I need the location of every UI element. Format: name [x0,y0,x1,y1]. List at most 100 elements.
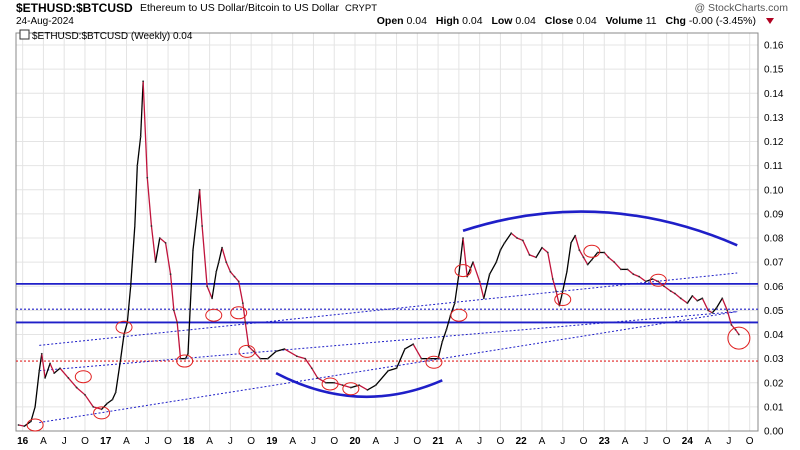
price-segment [735,329,740,335]
price-point [674,292,676,295]
price-point [707,309,710,312]
price-segment [304,358,313,369]
volume-label: Volume [605,15,643,27]
price-segment [541,247,549,254]
price-segment [483,274,491,299]
price-segment [159,237,166,244]
price-point [565,270,568,273]
price-point [478,280,481,283]
price-point [217,261,220,264]
x-tick-label: 19 [266,436,278,447]
price-point [457,273,460,276]
price-point [129,285,132,288]
highlight-circle [342,382,360,396]
highlight-circle [583,244,601,258]
highlight-circle [26,418,44,432]
price-segment [211,271,217,299]
price-point [244,321,247,324]
price-point [136,164,139,167]
arc-pattern [275,371,443,399]
ohlc-summary: Open 0.04 High 0.04 Low 0.04 Close 0.04 … [377,15,762,27]
price-segment [535,247,543,258]
price-point [711,311,714,314]
price-point [701,297,704,300]
open-value: 0.04 [406,15,427,27]
price-segment [238,281,244,304]
price-point [412,343,415,346]
price-point [441,340,444,343]
price-segment [441,329,448,342]
price-segment [445,315,452,330]
price-point [40,352,43,355]
x-tick-label: 18 [183,436,195,447]
x-tick-label: O [247,436,255,447]
price-point [241,302,244,305]
highlight-circle [450,308,468,322]
price-segment [169,274,175,311]
volume-value: 11 [645,15,657,27]
price-point [341,384,344,387]
x-tick-label: J [477,436,482,447]
price-segment [154,237,161,263]
price-point [495,261,498,264]
price-point [691,295,694,297]
price-point [75,386,78,389]
price-point [541,246,543,249]
price-point [686,302,689,305]
price-segment [674,293,682,299]
price-point [139,135,142,138]
price-segment [84,394,94,408]
price-point [119,357,122,360]
price-point [546,251,549,254]
highlight-circle [649,273,667,287]
high-value: 0.04 [462,15,483,27]
price-point [663,285,666,288]
price-segment [570,235,576,244]
price-point [366,389,369,391]
price-segment [111,392,117,400]
price-segment [130,225,136,287]
price-point [561,290,564,292]
price-segment [242,303,246,323]
price-segment [591,252,599,261]
price-segment [176,322,182,359]
price-segment [388,367,397,372]
price-point [34,405,37,408]
price-segment [30,406,36,422]
plot-frame [15,32,759,432]
price-point [196,213,199,215]
price-point [44,377,46,379]
price-point [84,393,86,396]
price-point [570,241,572,244]
y-tick-label: 0.13 [764,113,784,124]
brand-watermark[interactable]: @ StockCharts.com [694,2,788,14]
price-point [192,249,194,251]
price-segment [466,261,474,277]
price-point [172,309,175,312]
price-point [38,369,41,372]
price-segment [201,225,208,287]
price-segment [184,353,189,359]
chart-info-row: 24-Aug-2024 Open 0.04 High 0.04 Low 0.04… [0,15,800,29]
x-tick-label: 20 [349,436,361,447]
price-point [730,323,733,326]
price-point [607,256,610,259]
price-segment [107,399,113,404]
price-segment [578,249,585,258]
price-series [17,80,740,428]
x-tick-label: J [62,436,67,447]
highlight-circle [321,377,339,391]
price-point [187,352,189,355]
price-point [734,328,737,331]
legend-swatch [19,29,30,40]
x-tick-label: 21 [433,436,445,447]
price-segment [244,322,250,347]
high-label: High [435,15,460,27]
symbol-name: Ethereum to US Dollar/Bitcoin to US Doll… [140,2,339,14]
price-segment [587,259,593,265]
price-point [49,362,51,365]
x-tick-label: A [206,436,213,447]
price-point [358,384,361,387]
highlight-circle [454,264,472,278]
